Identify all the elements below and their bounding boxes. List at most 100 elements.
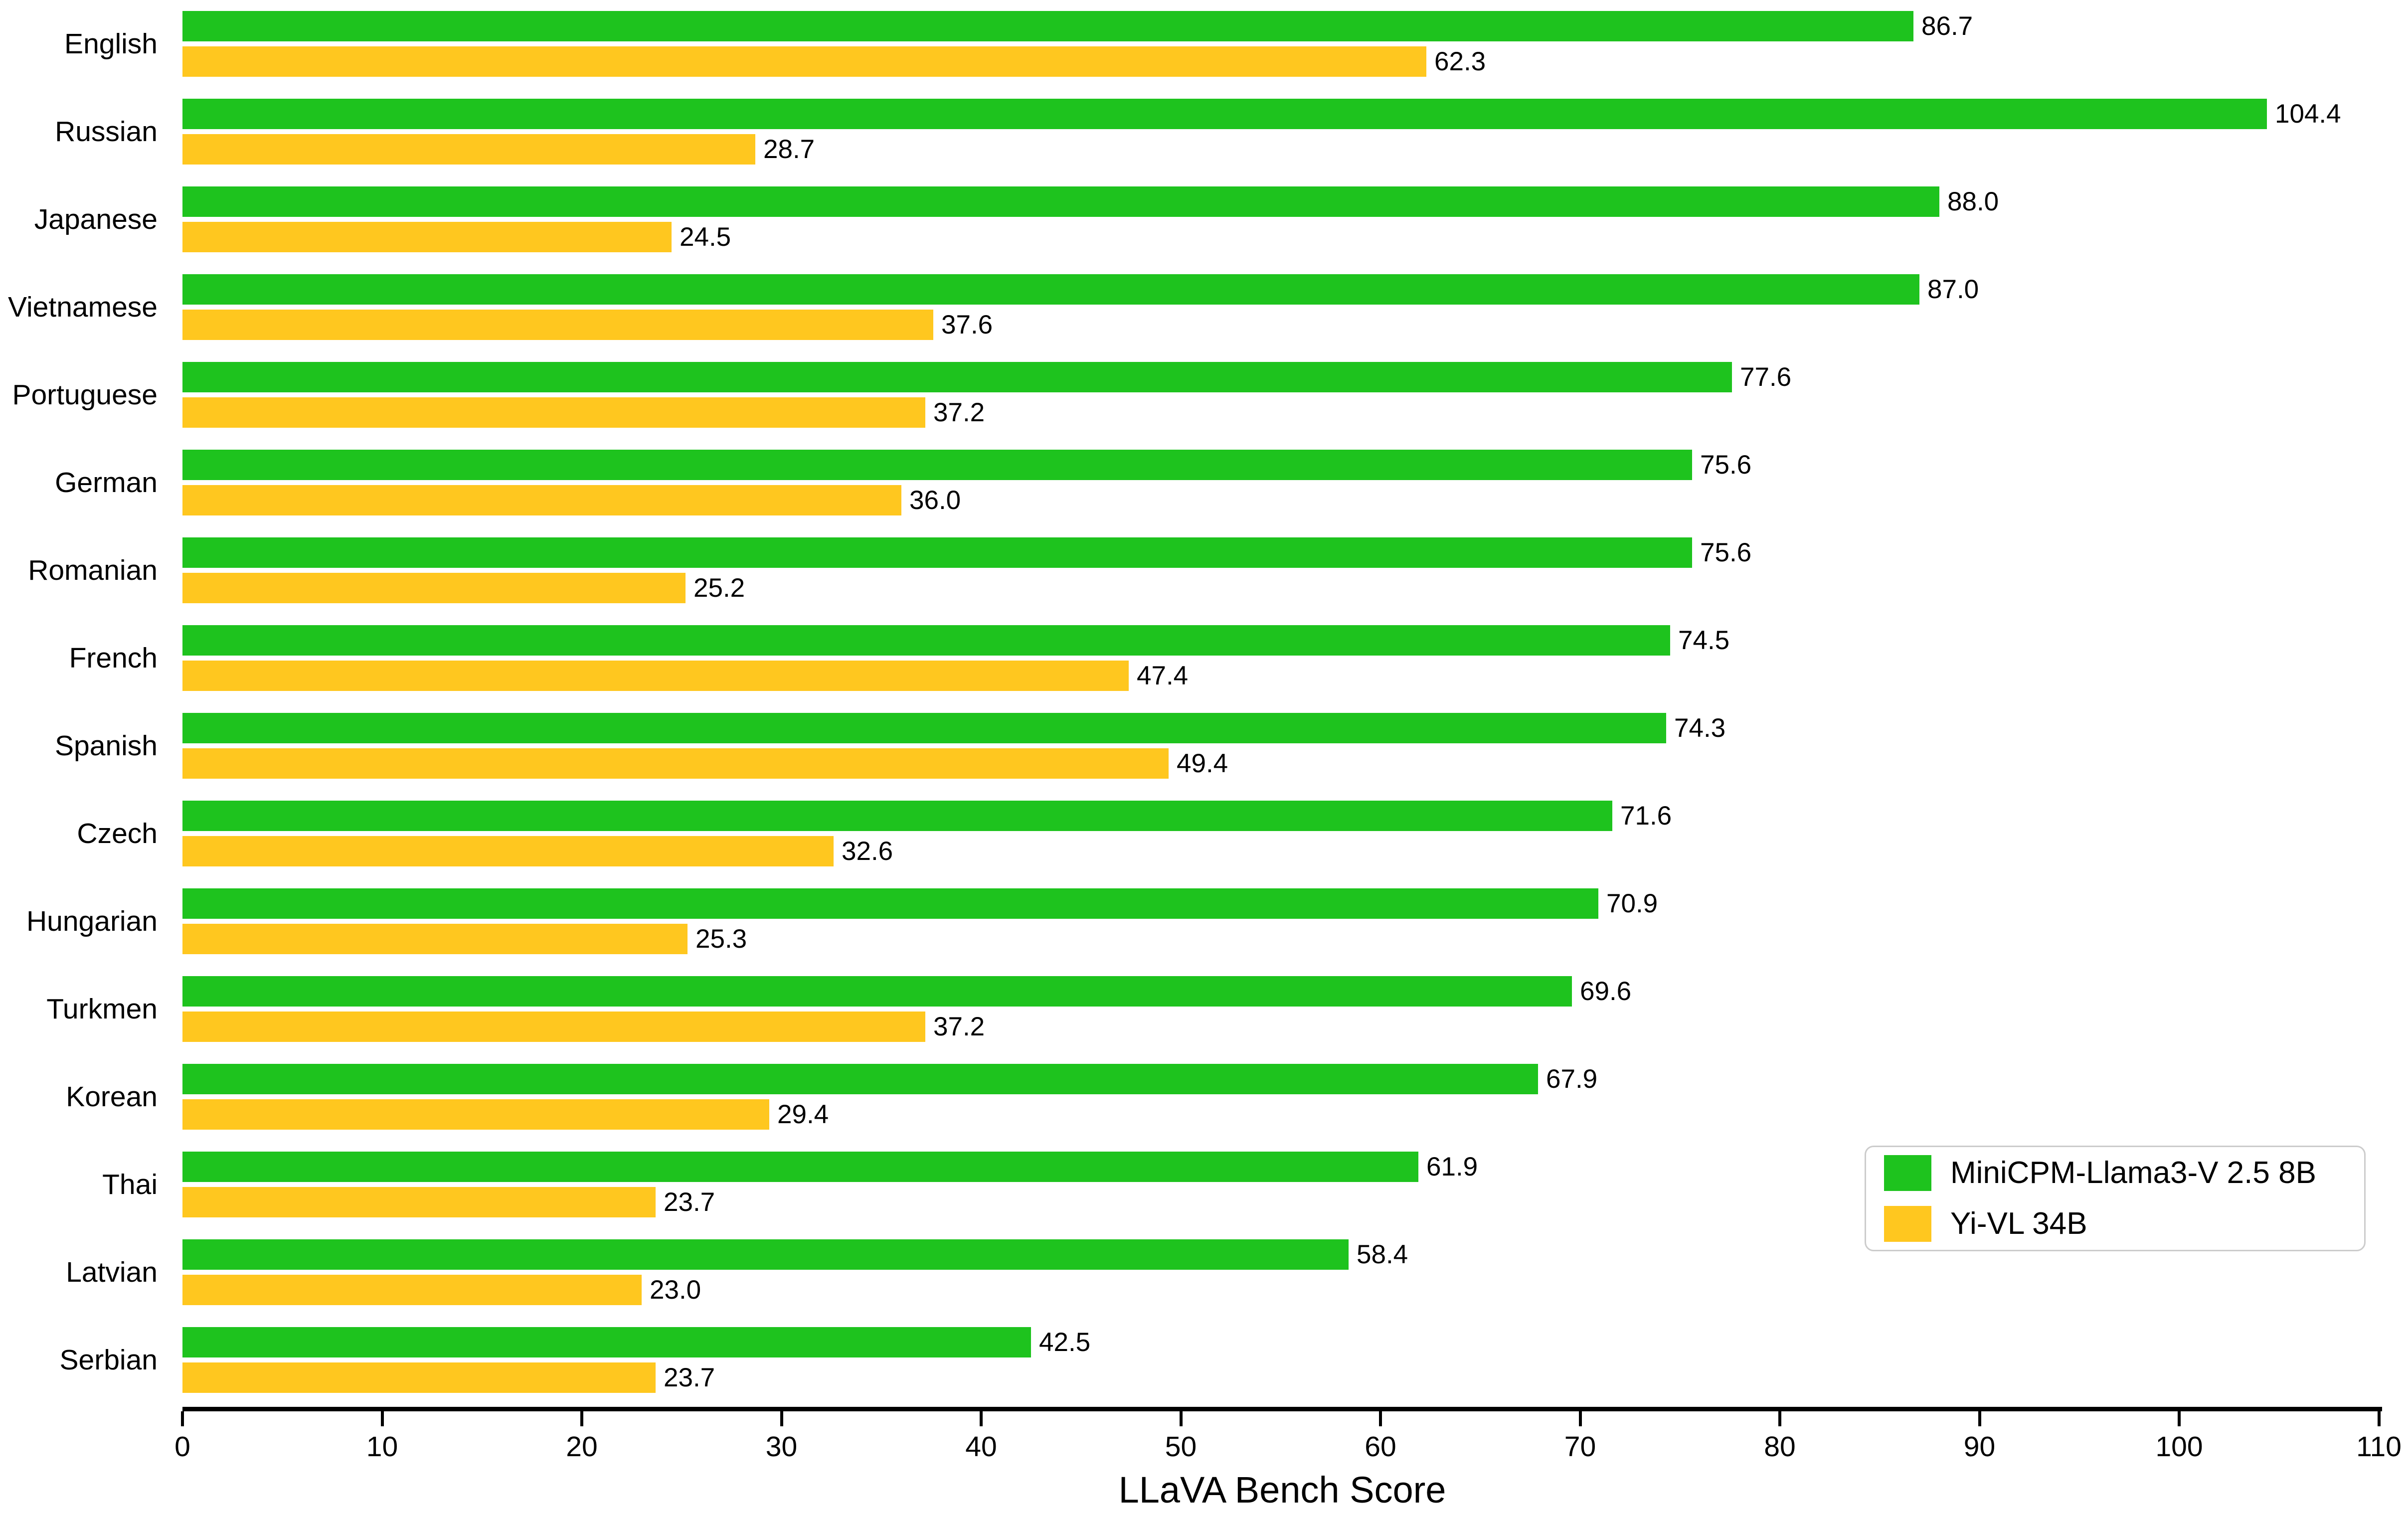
value-label: 23.0 [650,1275,701,1305]
axis-tick [2377,1411,2381,1426]
x-axis-title: LLaVA Bench Score [1118,1469,1446,1511]
value-label: 28.7 [763,135,815,164]
bar-minicpm [182,186,1939,217]
category-label: French [69,642,158,674]
value-label: 24.5 [680,222,731,252]
category-label: Portuguese [12,378,158,411]
bar-minicpm [182,801,1612,831]
bar-minicpm [182,537,1692,568]
axis-tick [780,1411,783,1426]
bar-group-german: German 75.6 36.0 [0,450,2408,515]
bar-group-romanian: Romanian 75.6 25.2 [0,537,2408,603]
axis-tick [580,1411,583,1426]
value-label: 74.5 [1678,626,1730,655]
axis-tick [1179,1411,1183,1426]
bar-yivl [182,748,1169,779]
value-label: 104.4 [2275,99,2341,129]
axis-tick-label: 70 [1564,1431,1596,1463]
axis-tick [1778,1411,1781,1426]
axis-tick [980,1411,983,1426]
bar-yivl [182,924,688,954]
axis-tick-label: 0 [174,1431,190,1463]
axis-tick [1379,1411,1382,1426]
bar-yivl [182,1187,656,1217]
value-label: 37.6 [941,310,993,339]
axis-tick-label: 100 [2155,1431,2203,1463]
category-label: Serbian [59,1344,158,1376]
value-label: 42.5 [1039,1328,1091,1357]
value-label: 69.6 [1580,977,1632,1006]
bar-minicpm [182,976,1572,1007]
axis-tick-label: 80 [1764,1431,1796,1463]
bar-group-russian: Russian 104.4 28.7 [0,99,2408,165]
bar-yivl [182,1012,925,1042]
axis-tick-label: 30 [765,1431,798,1463]
value-label: 62.3 [1434,47,1486,76]
bar-yivl [182,1362,656,1393]
bar-group-french: French 74.5 47.4 [0,625,2408,691]
value-label: 32.6 [842,837,893,866]
bar-yivl [182,46,1426,77]
bar-group-japanese: Japanese 88.0 24.5 [0,186,2408,252]
category-label: Thai [102,1168,158,1200]
bar-minicpm [182,1327,1031,1357]
bar-group-thai: Thai 61.9 23.7 [0,1152,2408,1217]
category-label: Turkmen [46,993,158,1025]
bar-group-turkmen: Turkmen 69.6 37.2 [0,976,2408,1042]
axis-tick [2178,1411,2181,1426]
bar-group-portuguese: Portuguese 77.6 37.2 [0,362,2408,428]
bar-minicpm [182,450,1692,480]
bar-minicpm [182,11,1913,41]
axis-tick-label: 60 [1365,1431,1396,1463]
axis-tick [380,1411,384,1426]
bar-yivl [182,134,755,165]
bar-group-english: English 86.7 62.3 [0,11,2408,77]
category-label: Korean [66,1080,158,1113]
value-label: 37.2 [933,1012,985,1041]
value-label: 25.2 [693,573,745,603]
bar-minicpm [182,713,1666,743]
bar-minicpm [182,274,1919,305]
legend-item-minicpm: MiniCPM-Llama3-V 2.5 8B [1884,1155,2364,1191]
bar-group-vietnamese: Vietnamese 87.0 37.6 [0,274,2408,340]
axis-tick-label: 40 [965,1431,997,1463]
value-label: 70.9 [1606,889,1658,918]
value-label: 61.9 [1426,1152,1478,1182]
bar-minicpm [182,362,1732,392]
bar-group-czech: Czech 71.6 32.6 [0,801,2408,866]
x-axis-line [182,1407,2382,1411]
category-label: Spanish [55,729,158,762]
bar-yivl [182,397,925,428]
value-label: 86.7 [1921,11,1973,41]
bar-group-latvian: Latvian 58.4 23.0 [0,1239,2408,1305]
category-label: German [55,466,158,499]
legend-label-yivl: Yi-VL 34B [1950,1206,2087,1241]
category-label: Vietnamese [8,291,158,323]
bar-yivl [182,1275,642,1305]
axis-tick-label: 110 [2356,1431,2402,1463]
bar-minicpm [182,1239,1349,1270]
value-label: 71.6 [1620,801,1672,831]
bar-yivl [182,310,933,340]
bar-yivl [182,1099,769,1130]
legend-label-minicpm: MiniCPM-Llama3-V 2.5 8B [1950,1156,2316,1190]
value-label: 37.2 [933,398,985,427]
category-label: English [64,27,158,60]
value-label: 49.4 [1177,749,1228,778]
bar-yivl [182,836,834,866]
bar-yivl [182,485,901,515]
category-label: Japanese [34,203,158,235]
value-label: 67.9 [1546,1064,1598,1094]
value-label: 75.6 [1700,450,1752,480]
bar-yivl [182,661,1129,691]
value-label: 77.6 [1740,362,1792,392]
bar-group-korean: Korean 67.9 29.4 [0,1064,2408,1130]
axis-tick [1978,1411,1981,1426]
bar-minicpm [182,1064,1538,1094]
category-label: Latvian [66,1256,158,1288]
category-label: Hungarian [26,905,158,937]
bar-yivl [182,573,686,603]
bar-group-hungarian: Hungarian 70.9 25.3 [0,888,2408,954]
axis-tick-label: 20 [566,1431,598,1463]
